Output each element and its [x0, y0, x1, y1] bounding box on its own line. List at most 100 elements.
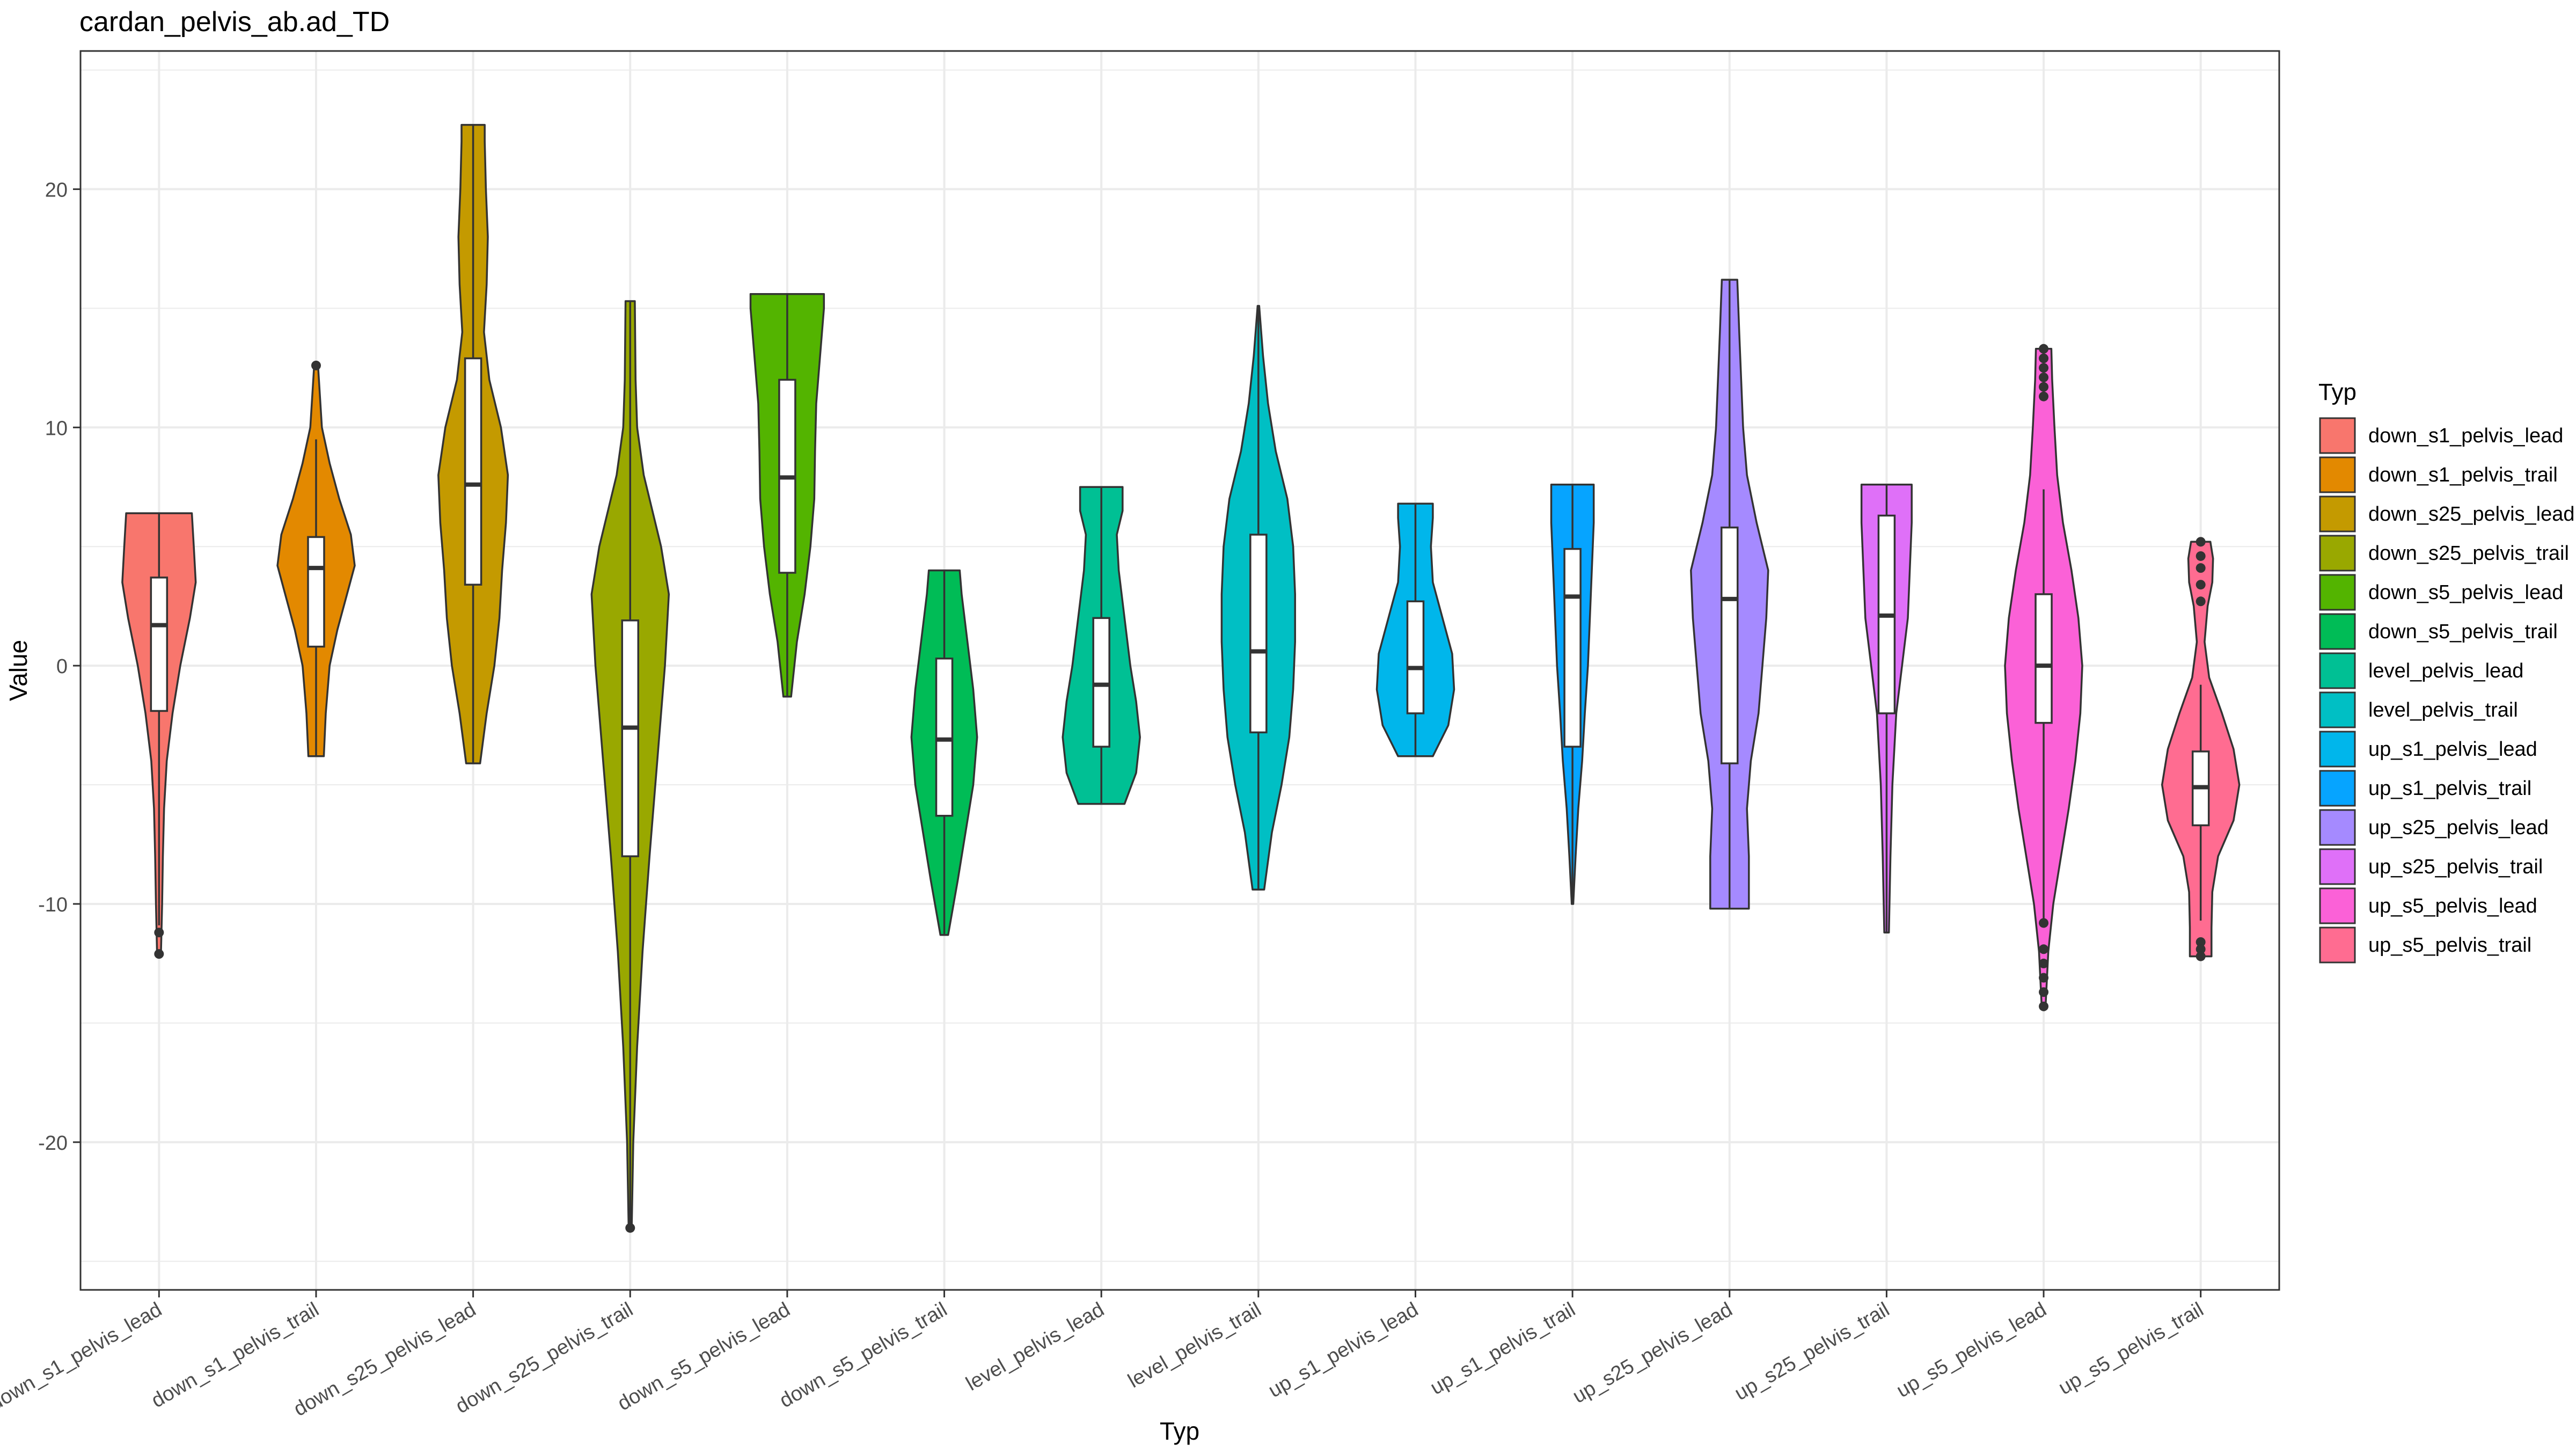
violin-group-up_s25_pelvis_trail — [1860, 484, 1913, 933]
box-up_s1_pelvis_trail — [1563, 548, 1582, 748]
outlier-point-up_s5_pelvis_trail — [2196, 951, 2206, 961]
legend-label: up_s5_pelvis_trail — [2368, 934, 2531, 957]
outlier-point-up_s5_pelvis_lead — [2039, 353, 2049, 363]
outlier-point-down_s1_pelvis_lead — [154, 949, 164, 959]
legend-items: down_s1_pelvis_lead down_s1_pelvis_traild… — [2319, 417, 2575, 964]
box-down_s25_pelvis_lead — [464, 357, 482, 586]
legend-key — [2319, 926, 2356, 964]
legend-key — [2319, 574, 2356, 611]
legend-item-down_s25_pelvis_trail: down_s25_pelvis_trail — [2319, 535, 2569, 572]
legend-item-up_s25_pelvis_trail: up_s25_pelvis_trail — [2319, 848, 2543, 885]
legend-item-down_s1_pelvis_trail: down_s1_pelvis_trail — [2319, 456, 2558, 493]
y-axis-title: Value — [4, 640, 32, 701]
x-tick-label: down_s1_pelvis_trail — [148, 1298, 323, 1412]
box-down_s1_pelvis_trail — [307, 536, 325, 648]
outlier-point-up_s5_pelvis_lead — [2039, 344, 2049, 354]
outlier-point-up_s5_pelvis_trail — [2196, 563, 2206, 573]
violin-group-down_s25_pelvis_trail — [590, 300, 670, 1233]
legend-label: down_s25_pelvis_trail — [2368, 542, 2569, 565]
violin-group-level_pelvis_trail — [1220, 305, 1296, 891]
x-tick-label: up_s5_pelvis_trail — [2055, 1298, 2207, 1399]
outlier-point-up_s5_pelvis_lead — [2039, 391, 2049, 402]
legend-key — [2319, 456, 2356, 493]
legend-label: up_s5_pelvis_lead — [2368, 895, 2537, 917]
legend-label: level_pelvis_lead — [2368, 660, 2523, 682]
legend-item-up_s5_pelvis_lead: up_s5_pelvis_lead — [2319, 887, 2537, 924]
plot-background — [80, 51, 2279, 1290]
violin-group-down_s5_pelvis_lead — [749, 293, 825, 698]
outlier-point-up_s5_pelvis_trail — [2196, 944, 2206, 954]
outlier-point-down_s1_pelvis_trail — [311, 360, 321, 370]
outlier-point-up_s5_pelvis_lead — [2039, 373, 2049, 383]
legend-key — [2319, 613, 2356, 650]
box-up_s5_pelvis_lead — [2035, 593, 2053, 724]
violin-group-down_s1_pelvis_lead — [121, 512, 197, 959]
legend-label: down_s5_pelvis_trail — [2368, 621, 2558, 643]
legend-key — [2319, 770, 2356, 807]
legend-label: down_s5_pelvis_lead — [2368, 581, 2563, 604]
y-tick-label: 20 — [45, 179, 68, 201]
y-tick-label: 0 — [56, 655, 68, 678]
legend-label: down_s1_pelvis_trail — [2368, 464, 2558, 486]
legend-label: down_s25_pelvis_lead — [2368, 503, 2575, 526]
y-tick-label: 10 — [45, 417, 68, 440]
violin-group-up_s1_pelvis_lead — [1375, 502, 1455, 757]
violin-group-up_s1_pelvis_trail — [1550, 484, 1595, 905]
legend-item-down_s1_pelvis_lead: down_s1_pelvis_lead — [2319, 417, 2563, 454]
legend-key — [2319, 848, 2356, 885]
legend-key — [2319, 731, 2356, 768]
box-up_s1_pelvis_lead — [1406, 600, 1425, 714]
legend-key — [2319, 417, 2356, 454]
violin-group-down_s5_pelvis_trail — [910, 569, 978, 936]
x-tick-label: up_s5_pelvis_lead — [1893, 1298, 2051, 1402]
legend-item-up_s5_pelvis_trail: up_s5_pelvis_trail — [2319, 926, 2531, 964]
legend-item-up_s1_pelvis_trail: up_s1_pelvis_trail — [2319, 770, 2531, 807]
outlier-point-up_s5_pelvis_lead — [2039, 382, 2049, 392]
x-tick-label: up_s25_pelvis_lead — [1569, 1298, 1736, 1407]
x-tick-label: down_s5_pelvis_lead — [614, 1298, 794, 1415]
box-level_pelvis_lead — [1092, 617, 1110, 748]
outlier-point-up_s5_pelvis_lead — [2039, 944, 2049, 954]
y-tick-label: -10 — [38, 894, 68, 916]
violin-group-up_s5_pelvis_trail — [2161, 537, 2241, 961]
legend-key — [2319, 887, 2356, 924]
legend-item-up_s25_pelvis_lead: up_s25_pelvis_lead — [2319, 809, 2549, 846]
violins-layer — [121, 123, 2241, 1233]
legend-item-up_s1_pelvis_lead: up_s1_pelvis_lead — [2319, 731, 2537, 768]
x-tick-label: down_s1_pelvis_lead — [0, 1298, 166, 1415]
violin-group-down_s1_pelvis_trail — [276, 360, 356, 757]
legend-key — [2319, 809, 2356, 846]
x-tick-label: up_s25_pelvis_trail — [1731, 1298, 1893, 1405]
legend-item-down_s25_pelvis_lead: down_s25_pelvis_lead — [2319, 495, 2575, 532]
x-tick-label: up_s1_pelvis_lead — [1264, 1298, 1422, 1402]
box-down_s25_pelvis_trail — [621, 619, 639, 857]
box-down_s1_pelvis_lead — [150, 577, 169, 712]
legend-item-level_pelvis_trail: level_pelvis_trail — [2319, 691, 2518, 728]
legend-item-down_s5_pelvis_lead: down_s5_pelvis_lead — [2319, 574, 2563, 611]
outlier-point-up_s5_pelvis_lead — [2039, 918, 2049, 928]
box-up_s25_pelvis_lead — [1721, 526, 1739, 764]
chart-title: cardan_pelvis_ab.ad_TD — [79, 6, 390, 38]
outlier-point-up_s5_pelvis_lead — [2039, 987, 2049, 997]
violin-group-up_s25_pelvis_lead — [1690, 279, 1769, 910]
legend-label: up_s1_pelvis_trail — [2368, 777, 2531, 800]
outlier-point-up_s5_pelvis_lead — [2039, 363, 2049, 373]
outlier-point-up_s5_pelvis_lead — [2039, 973, 2049, 983]
x-tick-label: level_pelvis_lead — [962, 1298, 1108, 1395]
legend-item-level_pelvis_lead: level_pelvis_lead — [2319, 652, 2523, 689]
grid-layer — [80, 51, 2279, 1290]
outlier-point-up_s5_pelvis_lead — [2039, 1001, 2049, 1011]
x-tick-label: down_s5_pelvis_trail — [776, 1298, 952, 1412]
box-down_s5_pelvis_trail — [935, 658, 954, 817]
x-axis-title: Typ — [1160, 1417, 1199, 1445]
y-tick-label: -20 — [38, 1132, 68, 1155]
legend-label: level_pelvis_trail — [2368, 699, 2518, 721]
outlier-point-down_s25_pelvis_trail — [625, 1223, 635, 1233]
violin-group-up_s5_pelvis_lead — [2004, 344, 2083, 1011]
legend-label: up_s1_pelvis_lead — [2368, 738, 2537, 761]
legend-label: up_s25_pelvis_trail — [2368, 856, 2543, 878]
legend-key — [2319, 535, 2356, 572]
outlier-point-up_s5_pelvis_trail — [2196, 580, 2206, 590]
